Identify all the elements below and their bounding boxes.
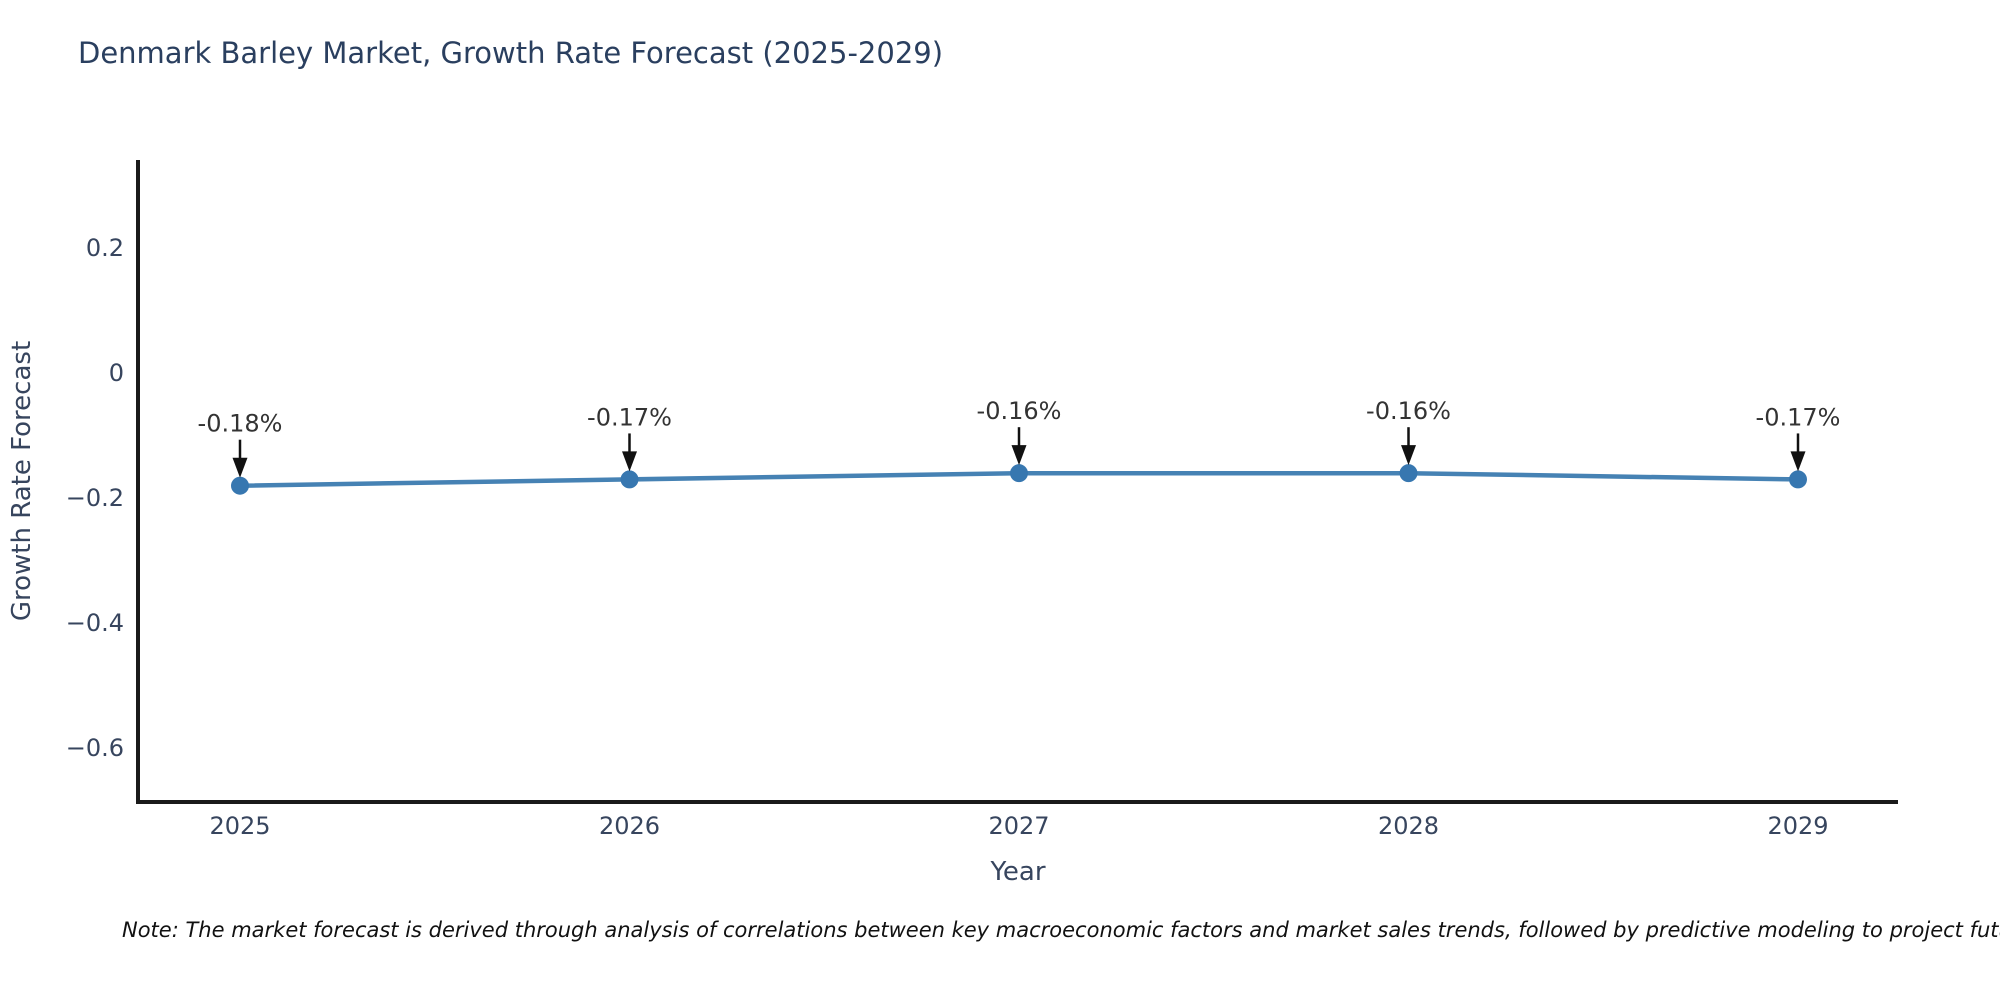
data-point-marker [1399,464,1418,483]
x-tick-label: 2025 [209,812,270,840]
y-tick-label: −0.2 [66,484,124,512]
x-tick-label: 2029 [1767,812,1828,840]
footnote: Note: The market forecast is derived thr… [122,918,2000,942]
point-value-label: -0.16% [977,397,1062,425]
x-tick-label: 2028 [1378,812,1439,840]
data-point-marker [620,470,639,489]
annotation-arrow-head [1401,445,1416,466]
point-value-label: -0.17% [587,403,672,431]
data-point-marker [231,476,249,495]
annotation-arrow-head [1790,451,1806,472]
y-tick-label: 0.2 [86,234,124,262]
x-axis-title: Year [989,857,1045,887]
point-value-label: -0.17% [1756,403,1841,431]
x-tick-label: 2026 [599,812,660,840]
y-tick-label: 0 [109,359,124,387]
x-tick-label: 2027 [988,812,1049,840]
data-point-marker [1010,464,1028,483]
y-axis-title: Growth Rate Forecast [7,341,37,621]
y-tick-label: −0.4 [66,609,124,637]
data-point-marker [1789,470,1807,489]
annotation-arrow-head [622,451,637,472]
annotation-arrow-head [1011,445,1027,466]
y-tick-label: −0.6 [66,734,124,762]
point-value-label: -0.18% [198,410,283,438]
point-value-label: -0.16% [1366,397,1451,425]
annotation-arrow-head [232,457,248,478]
chart-title: Denmark Barley Market, Growth Rate Forec… [78,36,944,70]
